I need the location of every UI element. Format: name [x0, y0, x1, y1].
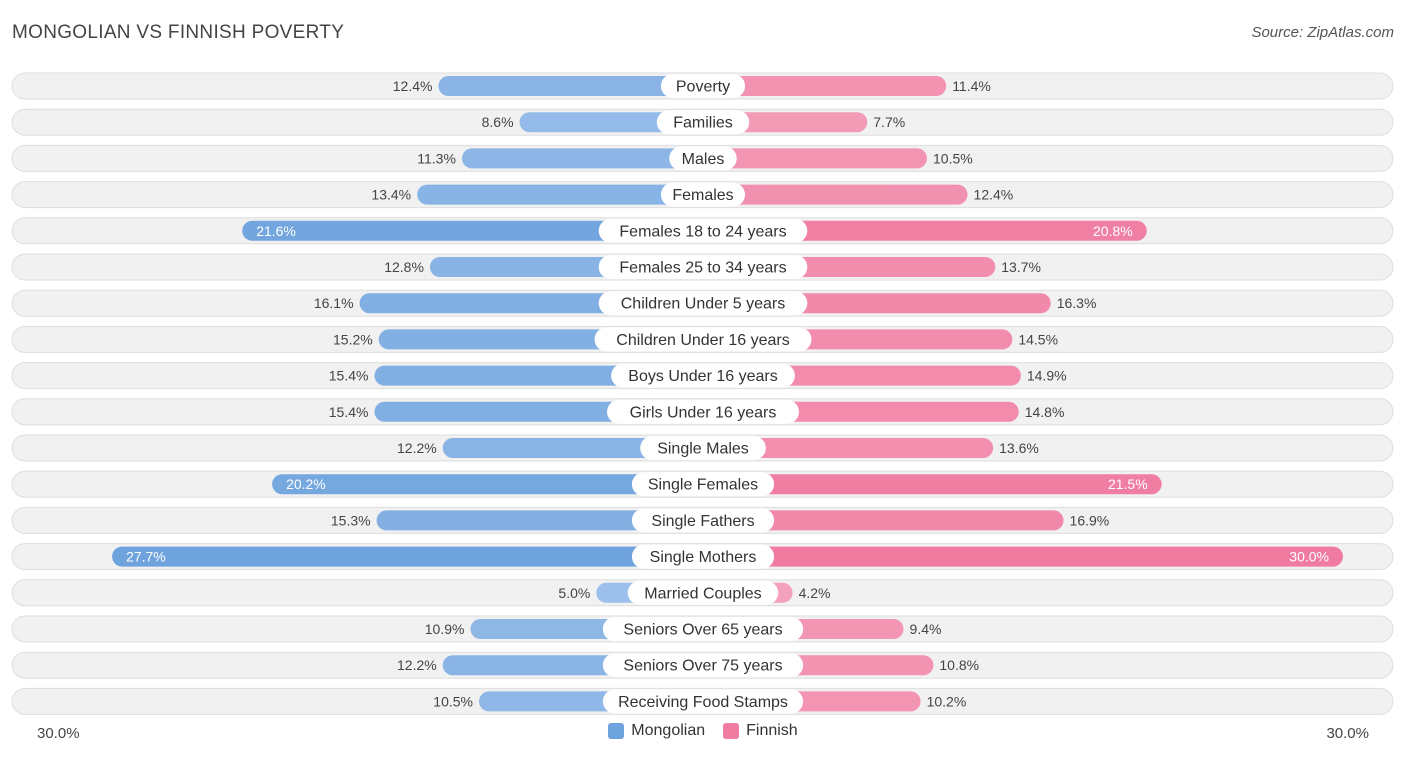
category-label: Receiving Food Stamps [618, 694, 788, 711]
bar-finnish [693, 438, 994, 458]
category-label-bg [598, 291, 808, 316]
source-label: Source: ZipAtlas.com [1251, 24, 1394, 41]
category-label: Single Males [657, 441, 749, 458]
axis-right-label: 30.0% [1326, 725, 1369, 742]
value-label-mongolian: 5.0% [558, 585, 590, 601]
value-label-mongolian: 12.2% [397, 440, 437, 456]
category-label-bg [640, 436, 766, 460]
value-label-finnish: 12.4% [974, 187, 1014, 203]
value-label-mongolian: 12.4% [393, 78, 433, 94]
category-label: Children Under 16 years [616, 332, 789, 349]
category-label-bg [631, 472, 775, 497]
category-label: Seniors Over 65 years [623, 622, 782, 639]
value-label-finnish: 11.4% [952, 78, 991, 94]
category-label-bg [602, 617, 804, 641]
value-label-finnish: 9.4% [910, 621, 942, 637]
category-label-bg [631, 544, 775, 569]
value-label-finnish: 14.9% [1027, 368, 1067, 384]
category-label: Children Under 5 years [621, 296, 786, 313]
bar-mongolian [438, 76, 713, 96]
legend-label-mongolian: Mongolian [631, 722, 706, 739]
category-label: Single Fathers [651, 513, 754, 530]
bar-mongolian [376, 510, 713, 531]
value-label-finnish: 10.2% [927, 693, 967, 709]
category-label-bg [611, 363, 795, 388]
value-label-mongolian: 12.2% [397, 657, 437, 673]
bar-finnish [693, 148, 927, 169]
value-label-mongolian: 15.3% [331, 512, 371, 528]
value-label-mongolian: 27.7% [126, 549, 166, 565]
category-label-bg [602, 653, 804, 678]
category-label-bg [631, 508, 775, 533]
category-label: Single Mothers [650, 549, 757, 566]
value-label-mongolian: 8.6% [482, 114, 514, 130]
bar-mongolian [242, 220, 713, 241]
bar-finnish [693, 546, 1343, 567]
value-label-finnish: 30.0% [1289, 549, 1329, 565]
legend-item-mongolian[interactable]: Mongolian [608, 722, 705, 740]
category-label: Married Couples [644, 585, 761, 602]
chart-title: MONGOLIAN VS FINNISH POVERTY [12, 22, 345, 43]
value-label-finnish: 20.8% [1093, 223, 1133, 239]
legend-swatch-finnish [723, 723, 740, 739]
value-label-finnish: 10.5% [933, 150, 973, 166]
value-label-finnish: 7.7% [873, 114, 905, 130]
value-label-finnish: 13.6% [999, 440, 1039, 456]
category-label-bg [607, 399, 799, 424]
category-label: Females 18 to 24 years [619, 223, 786, 240]
category-label: Females 25 to 34 years [619, 260, 786, 277]
legend-item-finnish[interactable]: Finnish [723, 722, 798, 740]
legend-label-finnish: Finnish [746, 722, 798, 739]
value-label-mongolian: 13.4% [371, 187, 411, 203]
category-label-bg [627, 580, 779, 605]
category-label-bg [660, 182, 746, 207]
value-label-mongolian: 15.2% [333, 331, 373, 347]
bar-finnish [693, 510, 1064, 531]
category-label: Males [682, 151, 725, 168]
value-label-finnish: 4.2% [799, 585, 831, 601]
value-label-finnish: 14.8% [1025, 404, 1065, 420]
chart: 12.4% 11.4% Poverty 8.6% 7.7% Families 11.3% 10… [11, 72, 1394, 715]
bar-finnish [693, 220, 1147, 241]
legend: Mongolian Finnish [0, 722, 1406, 740]
value-label-finnish: 21.5% [1108, 476, 1148, 492]
bar-finnish [693, 76, 947, 96]
value-label-finnish: 13.7% [1001, 259, 1041, 275]
bar-mongolian [417, 184, 713, 205]
value-label-mongolian: 15.4% [329, 404, 369, 420]
bar-mongolian [272, 474, 713, 495]
value-label-finnish: 14.5% [1018, 331, 1058, 347]
value-label-mongolian: 10.5% [433, 693, 473, 709]
value-label-mongolian: 10.9% [425, 621, 465, 637]
category-label: Boys Under 16 years [628, 368, 777, 385]
category-label: Families [673, 115, 733, 132]
category-label-bg [660, 74, 746, 98]
category-label-bg [656, 110, 750, 135]
value-label-mongolian: 20.2% [286, 476, 326, 492]
category-label: Poverty [676, 79, 730, 96]
axis-left-label: 30.0% [37, 725, 80, 742]
value-label-finnish: 16.3% [1057, 295, 1097, 311]
value-label-mongolian: 12.8% [384, 259, 424, 275]
bar-mongolian [461, 148, 713, 169]
category-label: Single Females [648, 477, 758, 494]
category-label-bg [598, 218, 808, 243]
bar-mongolian [112, 546, 714, 567]
value-label-finnish: 16.9% [1070, 512, 1110, 528]
value-label-mongolian: 16.1% [314, 295, 354, 311]
category-label: Seniors Over 75 years [623, 658, 782, 675]
value-label-finnish: 10.8% [939, 657, 979, 673]
legend-swatch-mongolian [608, 723, 625, 739]
category-label-bg [598, 255, 808, 279]
category-label: Females [672, 187, 733, 204]
value-label-mongolian: 21.6% [256, 223, 296, 239]
value-label-mongolian: 11.3% [417, 150, 456, 166]
category-label-bg [594, 327, 812, 352]
value-label-mongolian: 15.4% [329, 368, 369, 384]
category-label-bg [602, 689, 804, 714]
bar-finnish [693, 474, 1162, 495]
bar-finnish [693, 184, 968, 205]
category-label-bg [669, 146, 737, 171]
category-label: Girls Under 16 years [630, 404, 777, 421]
